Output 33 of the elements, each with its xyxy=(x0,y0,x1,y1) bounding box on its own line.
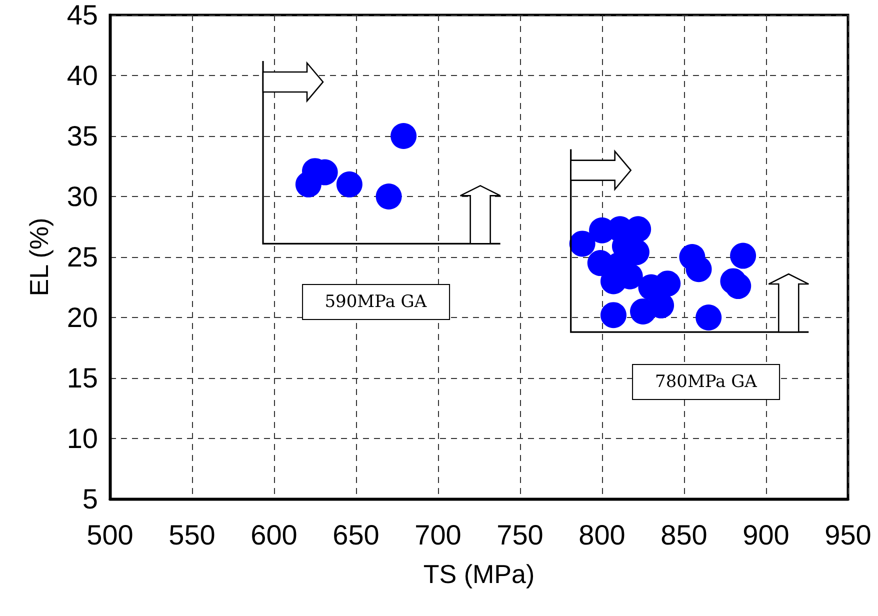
x-tick-label: 600 xyxy=(250,520,298,550)
y-tick-label: 40 xyxy=(66,60,98,91)
x-tick-label: 750 xyxy=(496,520,544,550)
x-tick-label: 550 xyxy=(168,520,216,550)
x-tick-label: 700 xyxy=(414,520,462,550)
point xyxy=(600,302,626,328)
y-tick-label: 20 xyxy=(66,302,98,333)
point xyxy=(569,230,596,257)
y-tick-label: 30 xyxy=(66,181,98,212)
x-tick-label: 900 xyxy=(742,520,790,550)
y-tick-label: 45 xyxy=(66,0,98,30)
x-tick-label: 950 xyxy=(824,520,872,550)
point xyxy=(390,123,417,149)
annotation: 590MPa GA xyxy=(302,284,450,320)
y-axis-title: EL (%) xyxy=(24,218,54,296)
point xyxy=(696,304,722,330)
y-tick-label: 15 xyxy=(66,362,98,394)
point xyxy=(730,242,756,269)
x-tick-label: 500 xyxy=(86,520,134,550)
point xyxy=(376,184,402,210)
x-tick-label: 800 xyxy=(578,520,626,550)
point xyxy=(686,256,712,282)
x-axis-title: TS (MPa) xyxy=(423,559,535,589)
y-tick-label: 25 xyxy=(66,242,98,272)
annotation: 780MPa GA xyxy=(632,364,780,400)
y-tick-label: 5 xyxy=(82,484,98,514)
y-tick-label: 10 xyxy=(66,423,98,454)
point xyxy=(725,273,752,300)
point xyxy=(336,171,362,198)
x-tick-label: 850 xyxy=(660,520,708,550)
y-tick-label: 35 xyxy=(66,120,98,152)
x-tick-label: 650 xyxy=(332,520,380,550)
point xyxy=(630,298,656,324)
